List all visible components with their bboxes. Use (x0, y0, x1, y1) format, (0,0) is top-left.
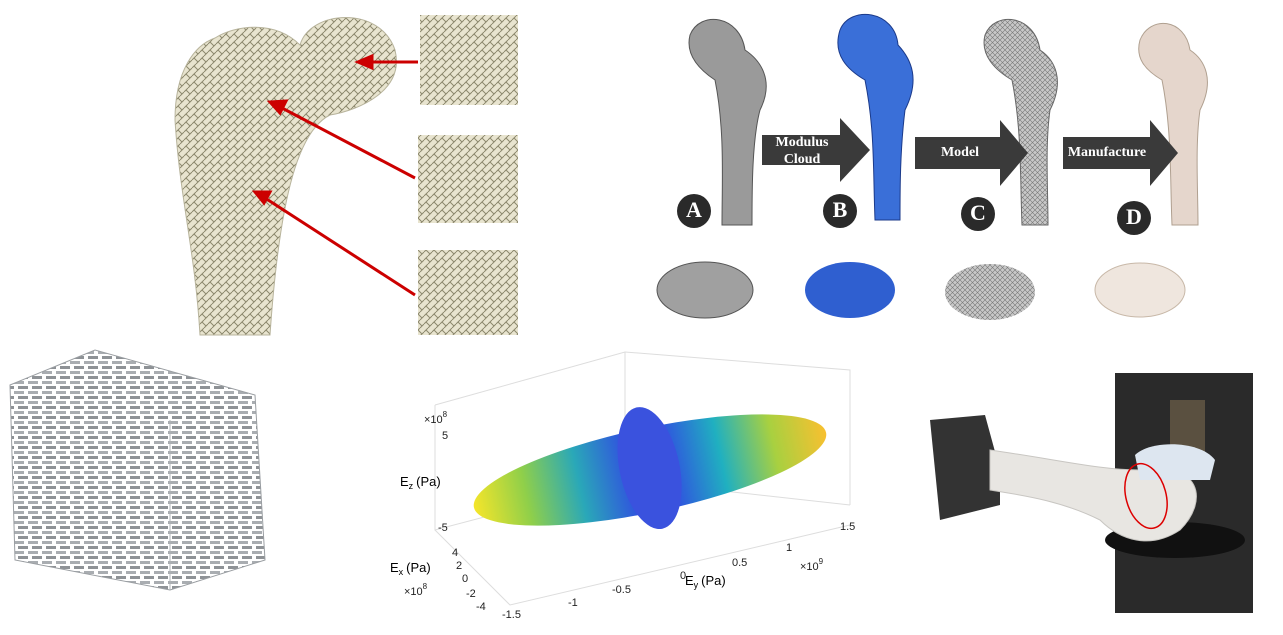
label-part: (Pa) (406, 560, 431, 575)
femur-printed (1138, 23, 1208, 226)
arrow-shape (915, 120, 1028, 186)
red-arrows (251, 53, 418, 297)
femur-mesh (983, 19, 1058, 226)
vertebra-modulus (805, 262, 895, 318)
label-part: ×10 (800, 561, 819, 573)
z-axis-tick-label: 5 (442, 430, 448, 442)
voxel-cube (9, 349, 266, 591)
step-badges: A B C D (677, 194, 1151, 235)
x-axis-tick-label: 2 (456, 560, 462, 572)
voxel-panel (9, 349, 266, 591)
y-axis-tick-label: -1.5 (502, 609, 521, 621)
y-axis-tick-label: 1.5 (840, 521, 855, 533)
cube-image (420, 15, 518, 105)
x-axis-tick-label: 4 (452, 547, 458, 559)
z-axis-label: Ez (Pa) (400, 474, 441, 491)
vertebra-mesh (945, 264, 1035, 320)
femur-panel (174, 15, 518, 336)
y-axis-tick-label: -1 (568, 597, 578, 609)
label-part: x (399, 567, 404, 577)
femur-modulus (837, 14, 914, 221)
y-axis-tick-label: -0.5 (612, 584, 631, 596)
step-label: B (833, 197, 848, 222)
y-axis-label: Ey (Pa) (685, 573, 726, 590)
label-part: (Pa) (416, 474, 441, 489)
vertebra-printed (1094, 262, 1186, 318)
label-part: 8 (423, 582, 428, 591)
x-axis-tick-label: -4 (476, 601, 486, 613)
label-part: E (390, 560, 399, 575)
label-part: 8 (443, 410, 448, 419)
label-part: E (400, 474, 409, 489)
modulus-plot: Ez (Pa) Ex (Pa) Ey (Pa) ×108 ×108 ×109 5-54… (390, 351, 855, 621)
photo-panel (930, 373, 1253, 613)
cube-image (418, 250, 518, 335)
arrow-label: Model (941, 145, 979, 160)
y-axis-tick-label: 0.5 (732, 557, 747, 569)
arrow-label: Cloud (784, 152, 821, 167)
z-axis-tick-label: -5 (438, 522, 448, 534)
fixture (930, 415, 1000, 520)
x-multiplier: ×108 (404, 582, 428, 598)
highlight-ellipse (1124, 462, 1168, 530)
arrow-label: Modulus (776, 135, 829, 150)
arrow-shape (1063, 120, 1178, 186)
surface (473, 407, 827, 530)
label-part: (Pa) (701, 573, 726, 588)
label-part: y (694, 580, 699, 590)
pipeline-panel: Modulus Cloud Model Manufacture A B C D (656, 14, 1208, 320)
label-part: E (685, 573, 694, 588)
z-multiplier: ×108 (424, 410, 448, 426)
y-multiplier: ×109 (800, 557, 824, 573)
label-part: ×10 (404, 586, 423, 598)
femur-image (174, 17, 397, 336)
step-label: D (1126, 204, 1142, 229)
label-part: ×10 (424, 414, 443, 426)
step-label: A (686, 197, 702, 222)
vertebra-model (656, 261, 754, 319)
x-axis-tick-label: -2 (466, 588, 476, 600)
y-axis-tick-label: 0 (680, 570, 686, 582)
y-axis-tick-label: 1 (786, 542, 792, 554)
femur-model (688, 19, 767, 226)
x-axis-label: Ex (Pa) (390, 560, 431, 577)
label-part: z (409, 481, 414, 491)
x-axis-tick-label: 0 (462, 573, 468, 585)
arrow-label: Manufacture (1068, 145, 1146, 160)
step-label: C (970, 200, 986, 225)
label-part: 9 (819, 557, 824, 566)
arrow-shape (762, 118, 870, 182)
cube-image (418, 135, 518, 223)
